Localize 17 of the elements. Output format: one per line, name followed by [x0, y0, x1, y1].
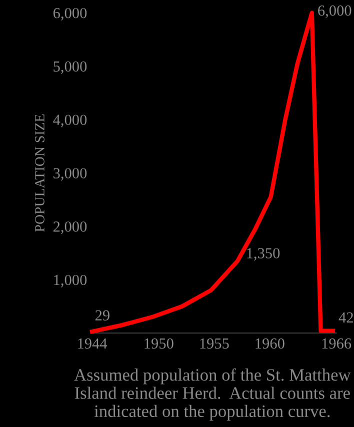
y-tick-label: 3,000 — [54, 168, 87, 181]
x-tick-label: 1955 — [200, 338, 229, 349]
y-tick-label: 1,000 — [54, 274, 87, 288]
x-tick-label: 1960 — [256, 338, 284, 349]
y-tick-label: 4,000 — [53, 114, 87, 128]
x-tick-label: 1966 — [322, 338, 352, 349]
y-tick-label: 6,000 — [53, 8, 87, 20]
annotation: 1,350 — [247, 248, 280, 261]
x-tick-label: 1950 — [144, 338, 174, 349]
annotation: 29 — [95, 310, 110, 321]
y-tick-label: 5,000 — [54, 61, 87, 74]
annotation: 42 — [338, 312, 353, 322]
text: Assumed population of the St. Matthew Island reindeer Herd. Actual counts are indicated on the population curve. — [74, 368, 351, 421]
annotation: 6,000 — [318, 5, 352, 18]
y-tick-label: 2,000 — [53, 221, 87, 234]
y-axis-title: POPULATION SIZE — [35, 114, 44, 232]
x-tick-label: 1944 — [78, 338, 108, 349]
